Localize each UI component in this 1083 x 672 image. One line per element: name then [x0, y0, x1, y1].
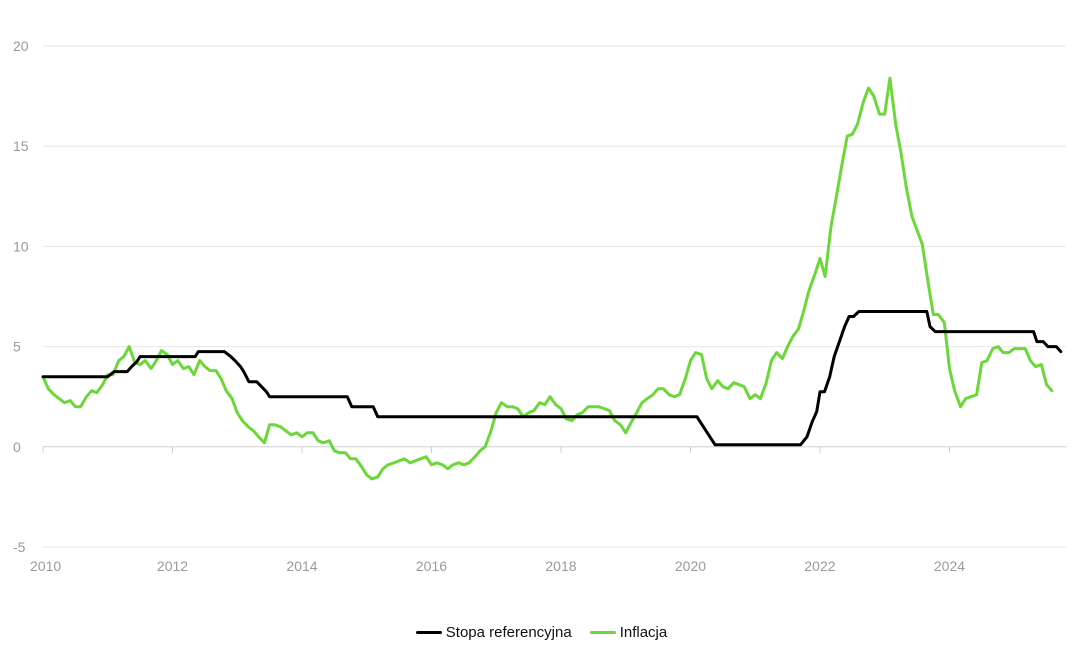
series-lines: [41, 76, 1063, 481]
x-tick-label: 2016: [416, 558, 447, 574]
x-tick-label: 2024: [934, 558, 965, 574]
y-tick-label: 20: [13, 38, 29, 54]
y-tick-label: 10: [13, 238, 29, 254]
legend: Stopa referencyjna Inflacja: [0, 620, 1083, 644]
x-tick-label: 2010: [30, 558, 61, 574]
x-tick-label: 2020: [675, 558, 706, 574]
y-tick-label: -5: [13, 539, 26, 555]
legend-swatch-inflacja: [589, 630, 616, 634]
x-tick-label: 2012: [157, 558, 188, 574]
gridlines: [43, 45, 1066, 548]
y-tick-label: 15: [13, 138, 29, 154]
x-tick-label: 2018: [545, 558, 576, 574]
legend-swatch-stopa-referencyjna: [415, 630, 442, 634]
legend-label-stopa-referencyjna: Stopa referencyjna: [445, 623, 572, 641]
y-axis-tick-labels: 20 15 10 5 0 -5: [13, 38, 29, 555]
x-axis-tick-labels: 2010 2012 2014 2016 2018 2020 2022 2024: [30, 558, 965, 574]
legend-label-inflacja: Inflacja: [619, 623, 668, 641]
legend-item-stopa-referencyjna: Stopa referencyjna: [415, 623, 572, 641]
x-tick-label: 2014: [286, 558, 317, 574]
x-axis: [42, 446, 1066, 453]
y-tick-label: 0: [13, 439, 21, 455]
series-line-inflacja: [41, 76, 1054, 481]
series-line-stopa-referencyjna: [41, 310, 1063, 447]
y-tick-label: 5: [13, 339, 21, 355]
legend-item-inflacja: Inflacja: [589, 623, 668, 641]
x-tick-label: 2022: [804, 558, 835, 574]
